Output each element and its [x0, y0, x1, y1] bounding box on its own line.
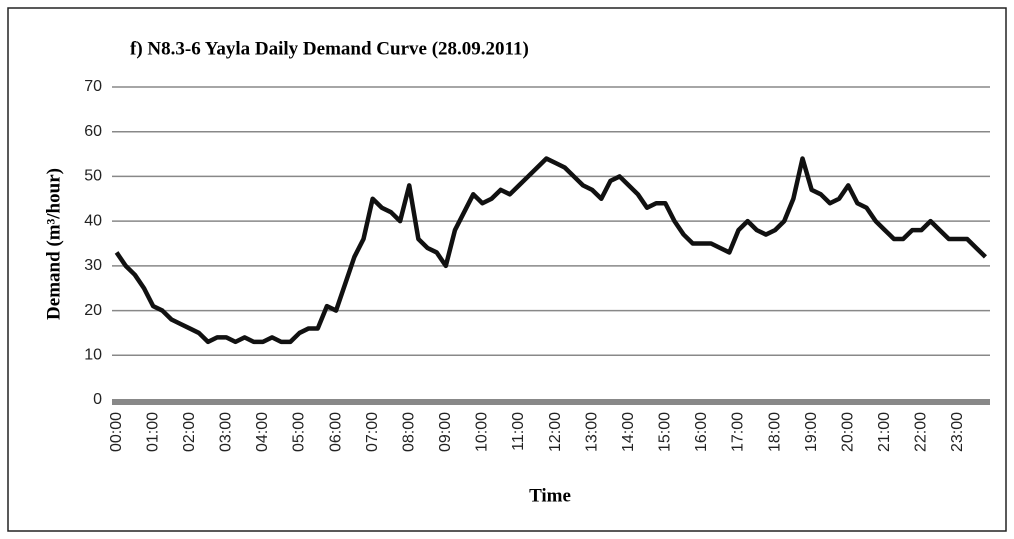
x-tick-label: 06:00	[327, 412, 344, 452]
y-tick-label: 10	[84, 347, 102, 364]
x-tick-label: 11:00	[510, 412, 527, 451]
y-tick-label: 30	[84, 257, 102, 274]
x-tick-label: 05:00	[291, 412, 308, 452]
y-tick-label: 60	[84, 123, 102, 140]
x-tick-label: 12:00	[547, 412, 564, 452]
x-tick-label: 17:00	[730, 412, 747, 452]
y-axis-label: Demand (m³/hour)	[43, 168, 64, 320]
x-tick-label: 13:00	[583, 412, 600, 452]
x-tick-label: 07:00	[364, 412, 381, 452]
y-tick-label: 50	[84, 168, 102, 185]
y-tick-label: 0	[93, 391, 102, 408]
x-tick-label: 23:00	[949, 412, 966, 452]
x-tick-label: 19:00	[803, 412, 820, 452]
x-tick-label: 16:00	[693, 412, 710, 452]
y-tick-label: 70	[84, 78, 102, 95]
y-tick-label: 40	[84, 212, 102, 229]
x-tick-label: 10:00	[474, 412, 491, 452]
x-tick-label: 04:00	[254, 412, 271, 452]
x-tick-label: 09:00	[437, 412, 454, 452]
x-tick-label: 00:00	[108, 412, 125, 452]
x-tick-label: 20:00	[839, 412, 856, 452]
x-tick-label: 03:00	[218, 412, 235, 452]
frame	[7, 7, 1007, 532]
x-tick-label: 22:00	[913, 412, 930, 452]
x-tick-label: 01:00	[144, 412, 161, 452]
x-tick-label: 15:00	[657, 412, 674, 452]
data-line	[114, 156, 988, 345]
x-tick-label: 18:00	[766, 412, 783, 452]
y-tick-label: 20	[84, 302, 102, 319]
chart-title: f) N8.3-6 Yayla Daily Demand Curve (28.0…	[130, 38, 529, 59]
x-tick-label: 02:00	[181, 412, 198, 452]
x-tick-label: 21:00	[876, 412, 893, 452]
x-axis-label: Time	[529, 485, 571, 506]
x-tick-label: 14:00	[620, 412, 637, 452]
x-tick-label: 08:00	[400, 412, 417, 452]
